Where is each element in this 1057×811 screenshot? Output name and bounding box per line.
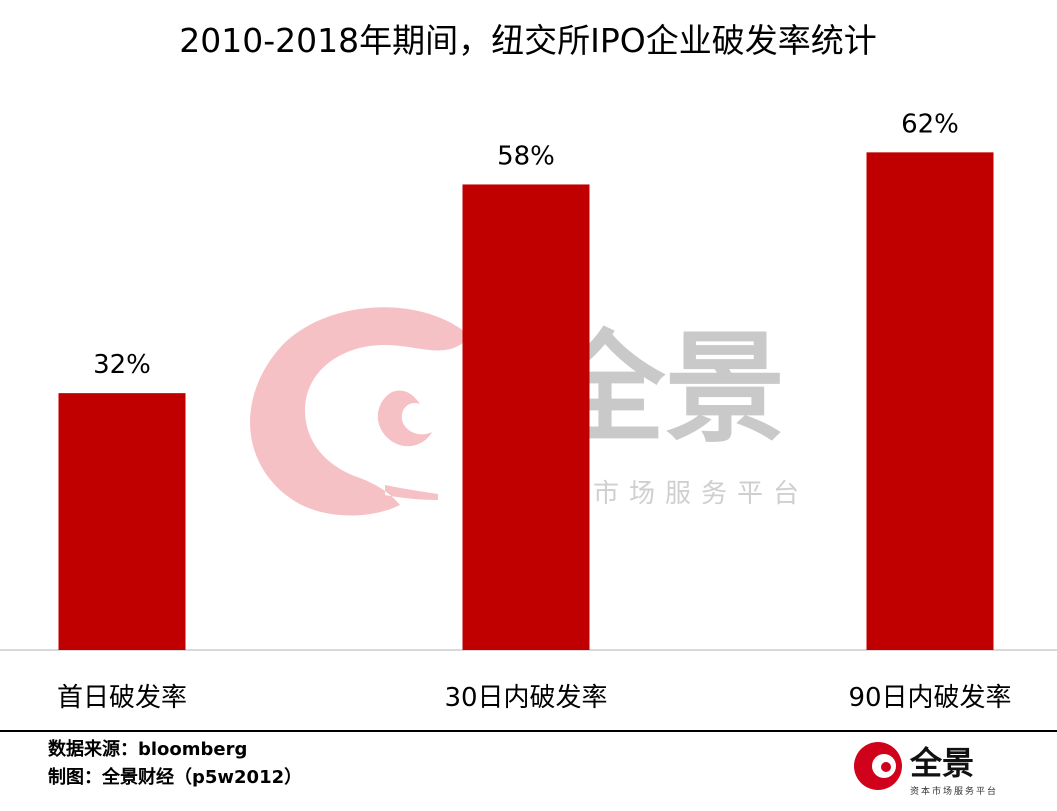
bar-value-label: 62%	[901, 109, 959, 139]
logo-swirl-dot	[881, 762, 891, 772]
data-source-note: 数据来源：bloomberg	[48, 739, 248, 760]
brand-logo: 全景 资本市场服务平台	[854, 742, 998, 797]
bar-value-label: 58%	[497, 141, 555, 171]
logo-slogan: 资本市场服务平台	[910, 785, 998, 797]
footer-divider	[0, 730, 1057, 732]
bar	[58, 393, 186, 650]
chart-title: 2010-2018年期间，纽交所IPO企业破发率统计	[179, 21, 876, 60]
watermark-swirl-icon	[250, 307, 470, 516]
bar	[462, 184, 590, 650]
x-tick-label: 90日内破发率	[848, 683, 1011, 713]
logo-brand: 全景	[909, 744, 974, 782]
bar-group	[58, 152, 994, 650]
x-tick-label: 首日破发率	[57, 683, 187, 713]
x-tick-label: 30日内破发率	[444, 683, 607, 713]
chart-credit-note: 制图：全景财经（p5w2012）	[48, 767, 303, 788]
bar	[866, 152, 994, 650]
bar-value-label: 32%	[93, 350, 151, 380]
value-label-group: 32% 58% 62%	[93, 109, 959, 380]
category-label-group: 首日破发率 30日内破发率 90日内破发率	[57, 683, 1012, 713]
